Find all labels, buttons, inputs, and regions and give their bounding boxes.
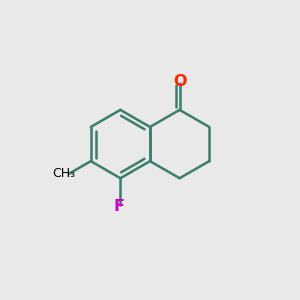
Text: F: F [113, 199, 124, 214]
Text: O: O [173, 74, 186, 89]
Text: CH₃: CH₃ [52, 167, 75, 180]
